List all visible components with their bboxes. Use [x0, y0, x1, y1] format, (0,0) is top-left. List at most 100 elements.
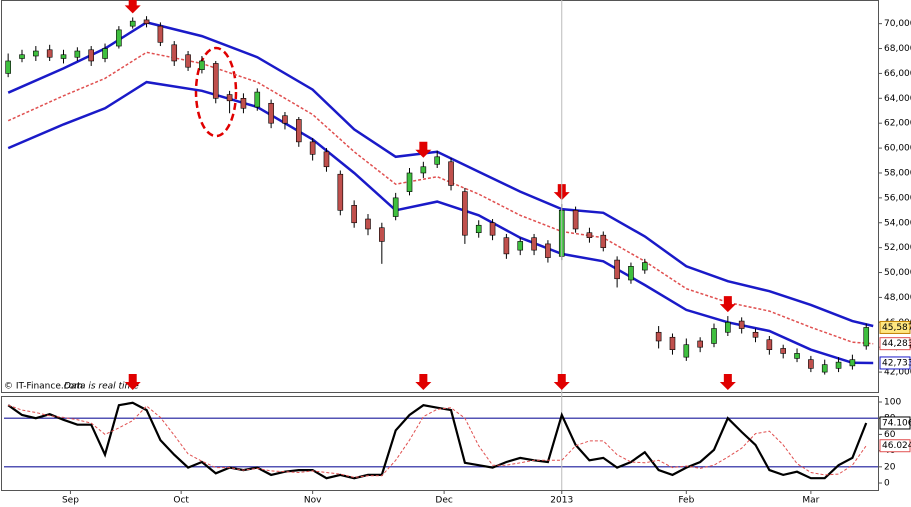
x-tick-label: 2013 [550, 496, 573, 506]
candle-body [489, 222, 496, 236]
signal-arrow [415, 374, 432, 390]
candle-body [752, 331, 759, 338]
signal-arrow [719, 374, 736, 390]
y-tick-label: 42,000 [884, 368, 911, 378]
y-tick-label: 62,000 [884, 119, 911, 129]
candle-body [641, 262, 648, 271]
end-label: 74.106 [882, 418, 911, 428]
x-tick-label: Nov [304, 496, 322, 506]
x-tick-label: Dec [435, 496, 452, 506]
candle-body [725, 322, 731, 333]
signal-arrow [124, 0, 141, 14]
candle-body [669, 336, 676, 350]
candle-body [766, 339, 773, 350]
candle-body [863, 327, 870, 347]
candle-body [628, 266, 634, 281]
candle-body [434, 156, 440, 165]
note-text: Data is real time [64, 382, 139, 392]
series-line [7, 401, 868, 480]
candle-body [697, 340, 703, 348]
candle-body [19, 54, 25, 59]
end-label: 46.024 [882, 441, 911, 451]
y-tick-label: 100 [884, 397, 901, 407]
y-tick-label: 60 [884, 430, 896, 440]
end-label-box [879, 337, 911, 351]
candle-body [46, 49, 53, 58]
candle-body [171, 44, 178, 62]
source-text: © IT-Finance.com [4, 382, 83, 392]
candle-body [282, 115, 288, 124]
candle-body [74, 50, 81, 58]
candle-body [835, 361, 842, 369]
y-tick-label: 58,000 [884, 168, 911, 178]
series-line [7, 80, 874, 365]
candle-body [738, 320, 745, 329]
candle-body [295, 119, 302, 143]
end-label: 44,283 [882, 339, 911, 349]
x-tick-label: Sep [62, 496, 79, 506]
candle-body [531, 237, 537, 251]
candle-body [157, 25, 164, 43]
candle-body [392, 197, 399, 217]
candle-body [448, 161, 454, 186]
y-tick-label: 0 [884, 479, 890, 489]
y-tick-label: 52,000 [884, 243, 911, 253]
candle-body [226, 94, 233, 102]
candle-body [5, 60, 11, 74]
candle-body [212, 63, 219, 99]
candle-body [254, 91, 261, 108]
candle-body [185, 54, 191, 68]
candle-body [116, 29, 122, 47]
candle-body [586, 232, 593, 238]
candle-body [600, 234, 607, 248]
candle-body [808, 359, 814, 369]
x-tick-label: Feb [678, 496, 694, 506]
y-tick-label: 50,000 [884, 268, 911, 278]
candle-body [365, 218, 371, 230]
candle-body [849, 359, 856, 367]
y-tick-label: 64,000 [884, 94, 911, 104]
y-tick-label: 54,000 [884, 218, 911, 228]
candle-body [462, 191, 468, 236]
end-label: 42,733 [882, 358, 911, 368]
candle-body [711, 328, 717, 344]
y-tick-label: 48,000 [884, 293, 911, 303]
signal-arrow [553, 374, 570, 390]
candle-body [323, 151, 330, 168]
end-label-box [879, 320, 911, 334]
candle-body [309, 141, 316, 155]
signal-arrow [124, 374, 141, 390]
candle-body [337, 173, 344, 211]
signal-arrow [719, 296, 736, 313]
candle-body [475, 224, 482, 234]
candle-body [129, 20, 136, 27]
candle-body [517, 241, 524, 251]
candle-body [655, 331, 662, 342]
candle-body [821, 364, 828, 373]
candle-body [420, 166, 427, 174]
candle-body [572, 210, 579, 230]
signal-arrow [415, 141, 432, 158]
candle-body [503, 237, 510, 255]
candle-body [240, 98, 247, 109]
series-line [7, 51, 874, 345]
x-tick-label: Oct [173, 496, 189, 506]
candle-body [545, 243, 551, 258]
end-label-box [879, 416, 911, 430]
oscillator-panel-frame [1, 396, 879, 491]
candle-body [88, 49, 94, 62]
candle-body [268, 102, 274, 124]
x-tick-label: Mar [802, 496, 819, 506]
candle-body [199, 60, 205, 70]
highlight-ellipse [194, 46, 238, 138]
end-label-box [879, 439, 911, 453]
price-panel-frame [1, 0, 879, 393]
candle-body [143, 19, 150, 24]
end-label: 45,587.5 [882, 323, 911, 333]
y-tick-label: 56,000 [884, 193, 911, 203]
candle-body [102, 48, 108, 59]
candle-body [351, 205, 357, 224]
series-line [8, 404, 867, 478]
y-tick-label: 70,000 [884, 19, 911, 29]
